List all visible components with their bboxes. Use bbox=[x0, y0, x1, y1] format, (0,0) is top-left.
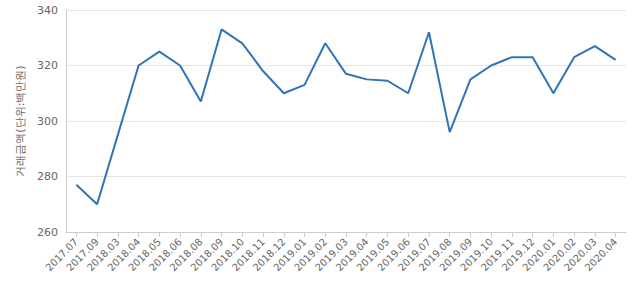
svg-text:2020.04: 2020.04 bbox=[583, 236, 620, 273]
svg-text:2017.09: 2017.09 bbox=[64, 236, 101, 274]
svg-text:2018.09: 2018.09 bbox=[188, 236, 226, 274]
svg-text:2018.10: 2018.10 bbox=[209, 236, 247, 274]
svg-text:300: 300 bbox=[37, 115, 58, 128]
svg-text:2018.12: 2018.12 bbox=[250, 236, 288, 274]
svg-text:2019.06: 2019.06 bbox=[375, 236, 413, 274]
svg-text:2018.11: 2018.11 bbox=[229, 236, 267, 274]
svg-text:2018.05: 2018.05 bbox=[126, 236, 164, 274]
svg-text:2019.10: 2019.10 bbox=[458, 236, 496, 274]
svg-text:260: 260 bbox=[37, 226, 58, 239]
svg-text:2019.12: 2019.12 bbox=[499, 236, 537, 274]
svg-text:2019.05: 2019.05 bbox=[354, 236, 392, 274]
svg-text:거래금액(단위:백만원): 거래금액(단위:백만원) bbox=[14, 65, 27, 176]
svg-text:2019.01: 2019.01 bbox=[271, 236, 309, 274]
svg-text:2017.07: 2017.07 bbox=[43, 236, 81, 274]
svg-text:2019.03: 2019.03 bbox=[312, 236, 350, 274]
svg-text:2019.02: 2019.02 bbox=[292, 236, 330, 274]
svg-text:2020.02: 2020.02 bbox=[541, 236, 578, 274]
svg-text:2019.04: 2019.04 bbox=[333, 236, 371, 274]
svg-text:2018.08: 2018.08 bbox=[167, 236, 205, 274]
svg-text:2019.09: 2019.09 bbox=[437, 236, 475, 274]
svg-text:280: 280 bbox=[37, 170, 58, 183]
svg-text:2018.04: 2018.04 bbox=[105, 236, 143, 274]
svg-text:2020.01: 2020.01 bbox=[520, 236, 558, 274]
svg-text:2018.06: 2018.06 bbox=[147, 236, 184, 274]
svg-text:2020.03: 2020.03 bbox=[561, 236, 599, 274]
svg-text:340: 340 bbox=[37, 4, 58, 17]
svg-text:2019.07: 2019.07 bbox=[395, 236, 433, 274]
svg-text:320: 320 bbox=[37, 59, 58, 72]
svg-text:2019.08: 2019.08 bbox=[416, 236, 454, 274]
svg-text:2018.03: 2018.03 bbox=[84, 236, 122, 274]
svg-text:2019.11: 2019.11 bbox=[478, 236, 516, 274]
